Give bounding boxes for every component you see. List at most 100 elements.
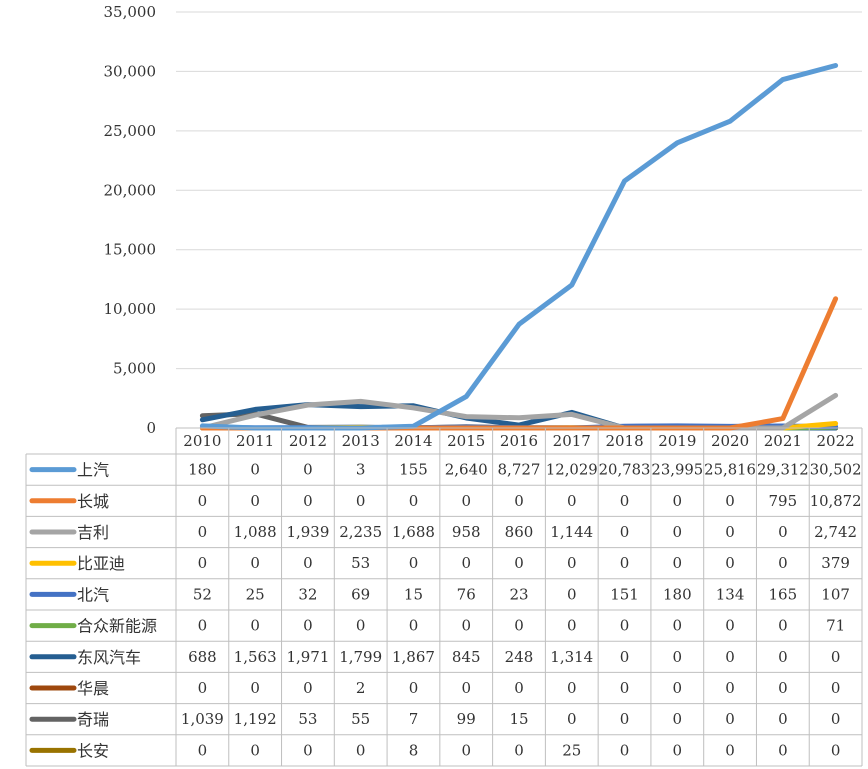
x-tick-label: 2016 (500, 432, 538, 450)
x-tick-label: 2014 (394, 432, 432, 450)
data-label: 845 (452, 648, 481, 666)
data-label: 0 (725, 617, 735, 635)
data-label: 0 (620, 710, 630, 728)
data-label: 795 (769, 492, 798, 510)
data-label: 180 (663, 585, 692, 603)
data-label: 2 (356, 679, 366, 697)
data-label: 23 (509, 585, 528, 603)
data-label: 0 (673, 710, 683, 728)
data-label: 0 (831, 679, 841, 697)
data-label: 0 (303, 679, 313, 697)
x-tick-label: 2022 (817, 432, 855, 450)
data-label: 12,029 (546, 461, 598, 479)
data-label: 379 (821, 554, 850, 572)
y-tick-label: 30,000 (104, 62, 157, 80)
x-tick-label: 2011 (236, 432, 274, 450)
data-label: 0 (461, 554, 471, 572)
data-label: 71 (826, 617, 845, 635)
data-label: 1,939 (286, 523, 329, 541)
data-label: 958 (452, 523, 481, 541)
data-label: 0 (409, 554, 419, 572)
data-label: 0 (725, 710, 735, 728)
data-label: 0 (831, 648, 841, 666)
data-label: 0 (567, 585, 577, 603)
x-tick-label: 2021 (764, 432, 802, 450)
data-label: 0 (620, 648, 630, 666)
data-label: 0 (725, 679, 735, 697)
data-label: 0 (250, 554, 260, 572)
data-label: 0 (409, 492, 419, 510)
series-name: 比亚迪 (77, 554, 125, 573)
data-label: 32 (298, 585, 317, 603)
data-label: 165 (769, 585, 798, 603)
data-label: 1,314 (550, 648, 593, 666)
data-label: 69 (351, 585, 370, 603)
data-label: 0 (198, 492, 208, 510)
data-label: 8 (409, 741, 419, 759)
data-label: 0 (250, 461, 260, 479)
series-name: 华晨 (77, 679, 109, 698)
data-label: 0 (356, 492, 366, 510)
data-label: 688 (188, 648, 217, 666)
data-label: 0 (778, 617, 788, 635)
data-label: 1,563 (234, 648, 277, 666)
data-label: 0 (778, 554, 788, 572)
data-label: 0 (198, 554, 208, 572)
data-label: 0 (620, 492, 630, 510)
data-label: 99 (457, 710, 476, 728)
data-label: 0 (250, 679, 260, 697)
data-label: 1,688 (392, 523, 435, 541)
data-label: 0 (514, 741, 524, 759)
data-label: 0 (725, 554, 735, 572)
data-label: 53 (298, 710, 317, 728)
data-label: 0 (673, 679, 683, 697)
data-label: 0 (461, 617, 471, 635)
data-label: 0 (409, 617, 419, 635)
x-tick-label: 2018 (605, 432, 643, 450)
data-label: 25 (562, 741, 581, 759)
x-tick-label: 2012 (289, 432, 327, 450)
data-label: 30,502 (810, 461, 862, 479)
data-label: 0 (673, 617, 683, 635)
data-label: 0 (303, 741, 313, 759)
data-label: 0 (725, 523, 735, 541)
y-tick-label: 35,000 (104, 3, 157, 21)
data-label: 0 (778, 679, 788, 697)
data-label: 29,312 (757, 461, 809, 479)
series-name: 吉利 (77, 523, 109, 542)
x-tick-label: 2013 (342, 432, 380, 450)
data-label: 0 (831, 710, 841, 728)
y-tick-label: 15,000 (104, 241, 157, 259)
data-label: 0 (198, 679, 208, 697)
data-label: 0 (567, 492, 577, 510)
series-name: 东风汽车 (77, 648, 141, 667)
data-label: 0 (409, 679, 419, 697)
data-label: 0 (303, 617, 313, 635)
data-label: 25 (246, 585, 265, 603)
data-label: 0 (514, 492, 524, 510)
data-label: 0 (778, 741, 788, 759)
data-label: 0 (673, 523, 683, 541)
data-label: 0 (831, 741, 841, 759)
data-label: 7 (409, 710, 419, 728)
y-tick-label: 20,000 (104, 181, 157, 199)
data-label: 1,144 (550, 523, 593, 541)
data-label: 0 (673, 492, 683, 510)
data-label: 1,039 (181, 710, 224, 728)
data-label: 53 (351, 554, 370, 572)
data-label: 0 (620, 679, 630, 697)
data-label: 3 (356, 461, 366, 479)
data-label: 0 (303, 554, 313, 572)
data-label: 8,727 (498, 461, 541, 479)
y-tick-label: 10,000 (104, 300, 157, 318)
data-label: 0 (725, 492, 735, 510)
data-label: 2,640 (445, 461, 488, 479)
data-label: 76 (457, 585, 476, 603)
data-label: 0 (514, 554, 524, 572)
data-label: 0 (620, 554, 630, 572)
data-label: 0 (198, 617, 208, 635)
data-label: 134 (716, 585, 745, 603)
data-label: 15 (404, 585, 423, 603)
data-label: 0 (514, 679, 524, 697)
